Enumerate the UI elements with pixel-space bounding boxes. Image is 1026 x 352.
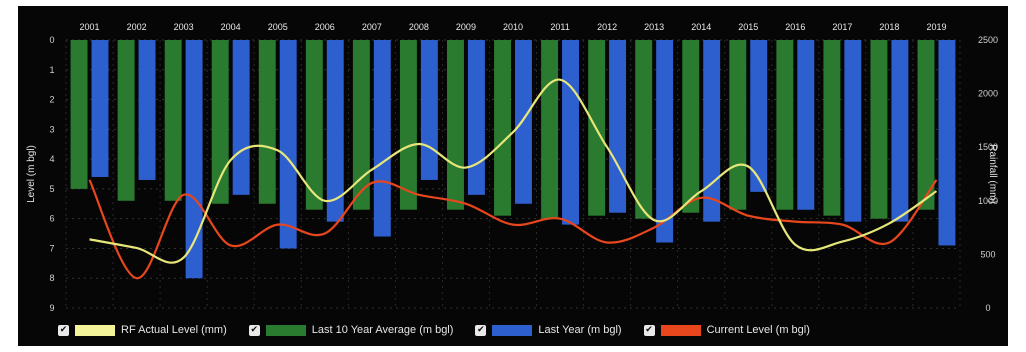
bar-last-year [844,40,862,222]
x-tick-label: 2016 [785,22,805,32]
bar-last-10-year-average [823,40,841,216]
left-tick-label: 0 [49,35,54,45]
left-tick-label: 4 [49,154,54,164]
bar-last-10-year-average [776,40,794,210]
y-axis-right-label: Rainfall (mm) [987,144,998,203]
legend-swatch-rf-actual [75,324,115,336]
bar-last-year [232,40,250,195]
bar-last-10-year-average [117,40,135,201]
right-tick-label: 1500 [978,142,998,152]
left-tick-label: 5 [49,184,54,194]
right-tick-label: 0 [985,303,990,313]
legend-checkbox-last-year[interactable]: ✔ [475,324,487,336]
x-tick-label: 2019 [926,22,946,32]
bar-last-year [420,40,438,180]
y-axis-left-label: Level (m bgl) [26,145,37,203]
bar-last-year [467,40,485,195]
bar-last-year [797,40,815,210]
x-tick-label: 2012 [597,22,617,32]
bar-last-10-year-average [211,40,229,204]
x-tick-label: 2010 [503,22,523,32]
legend-checkbox-rf-actual[interactable]: ✔ [58,324,69,336]
x-tick-label: 2004 [221,22,241,32]
bar-last-10-year-average [917,40,935,210]
bar-last-10-year-average [447,40,464,210]
legend-swatch-last-year [492,324,533,336]
bar-last-10-year-average [729,40,747,210]
bar-last-10-year-average [682,40,700,213]
bar-last-year [279,40,297,249]
bar-last-year [185,40,203,279]
left-tick-label: 3 [49,124,54,134]
x-tick-label: 2008 [409,22,429,32]
bar-last-year [515,40,532,204]
bar-last-year [938,40,956,246]
x-tick-label: 2014 [691,22,711,32]
bar-last-year [91,40,109,177]
bar-last-year [138,40,156,180]
legend-checkbox-last-10-year-average[interactable]: ✔ [248,324,260,336]
bar-last-year [609,40,627,213]
right-tick-label: 500 [980,249,995,259]
bar-last-year [750,40,768,192]
left-tick-label: 6 [49,214,54,224]
bar-last-year [562,40,579,225]
legend-checkbox-current-level[interactable]: ✔ [643,324,655,336]
x-tick-label: 2018 [879,22,899,32]
right-tick-label: 1000 [978,196,998,206]
x-tick-label: 2015 [738,22,758,32]
x-tick-label: 2013 [644,22,664,32]
legend-item-last-10-year-average[interactable]: ✔ Last 10 Year Average (m bgl) [248,324,454,336]
legend-item-last-year[interactable]: ✔ Last Year (m bgl) [475,324,622,336]
left-tick-label: 1 [49,65,54,75]
bar-last-10-year-average [494,40,511,216]
x-tick-label: 2001 [80,22,100,32]
right-tick-label: 2500 [978,35,998,45]
x-tick-label: 2006 [315,22,335,32]
x-tick-label: 2011 [550,22,569,32]
left-tick-label: 9 [49,303,54,313]
legend-swatch-current-level [660,324,701,336]
x-tick-label: 2002 [127,22,147,32]
chart-frame: 0 1 2 3 4 5 6 7 8 9 0 500 1000 1500 2000 2500 Level (m b… [18,6,1008,346]
legend-label-rf-actual: RF Actual Level (mm) [121,324,227,336]
bar-last-10-year-average [870,40,888,219]
x-tick-label: 2005 [268,22,288,32]
x-tick-label: 2003 [174,22,194,32]
chart-svg: 0 1 2 3 4 5 6 7 8 9 0 500 1000 1500 2000 2500 Level (m b… [26,22,998,313]
chart-legend: ✔ RF Actual Level (mm) ✔ Last 10 Year Av… [58,324,832,336]
x-tick-label: 2007 [362,22,382,32]
bar-last-10-year-average [70,40,88,189]
bar-last-10-year-average [258,40,276,204]
left-tick-label: 7 [49,243,54,253]
bar-last-10-year-average [541,40,559,219]
left-tick-label: 2 [49,95,54,105]
bar-last-10-year-average [399,40,417,210]
bar-last-year [373,40,391,237]
legend-item-rf-actual[interactable]: ✔ RF Actual Level (mm) [58,324,227,336]
legend-label-last-year: Last Year (m bgl) [538,324,622,336]
legend-swatch-last-10-year-average [265,324,306,336]
legend-label-last-10-year-average: Last 10 Year Average (m bgl) [311,324,454,336]
bar-last-year [326,40,344,222]
right-tick-label: 2000 [978,89,998,99]
bar-last-10-year-average [635,40,653,219]
x-tick-label: 2009 [456,22,476,32]
bar-last-year [656,40,674,243]
legend-item-current-level[interactable]: ✔ Current Level (m bgl) [643,324,810,336]
left-tick-label: 8 [49,273,54,283]
bar-last-year [891,40,909,222]
x-tick-label: 2017 [832,22,852,32]
bar-last-10-year-average [164,40,182,201]
bar-last-year [703,40,721,222]
legend-label-current-level: Current Level (m bgl) [706,324,810,336]
bar-last-10-year-average [352,40,370,210]
bar-last-10-year-average [305,40,323,210]
